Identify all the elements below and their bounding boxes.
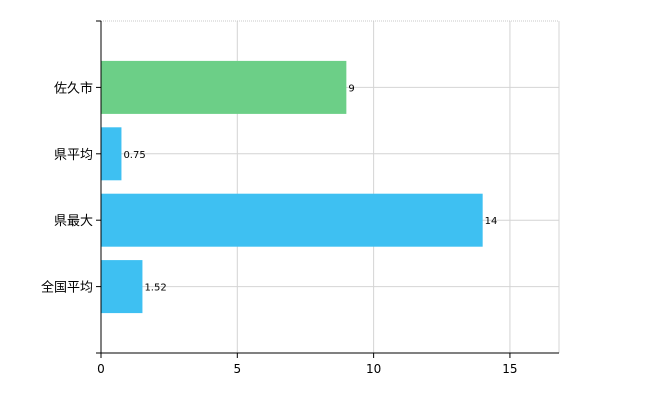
bars bbox=[101, 60, 483, 314]
category-label-3: 全国平均 bbox=[41, 280, 93, 296]
x-tick-label-1: 5 bbox=[233, 362, 241, 376]
axes bbox=[96, 20, 559, 358]
bar-0 bbox=[101, 60, 347, 114]
bar-1 bbox=[101, 127, 122, 181]
data-label-0: 9 bbox=[348, 83, 354, 94]
data-label-2: 14 bbox=[485, 216, 498, 227]
category-label-0: 佐久市 bbox=[54, 80, 93, 96]
x-tick-label-0: 0 bbox=[97, 362, 105, 376]
data-label-1: 0.75 bbox=[123, 150, 145, 161]
bar-2 bbox=[101, 193, 483, 247]
data-label-3: 1.52 bbox=[144, 283, 166, 294]
category-label-2: 県最大 bbox=[54, 214, 93, 229]
category-label-1: 県平均 bbox=[54, 148, 93, 163]
x-tick-label-3: 15 bbox=[502, 362, 517, 376]
x-tick-label-2: 10 bbox=[366, 362, 381, 376]
bar-3 bbox=[101, 260, 143, 314]
